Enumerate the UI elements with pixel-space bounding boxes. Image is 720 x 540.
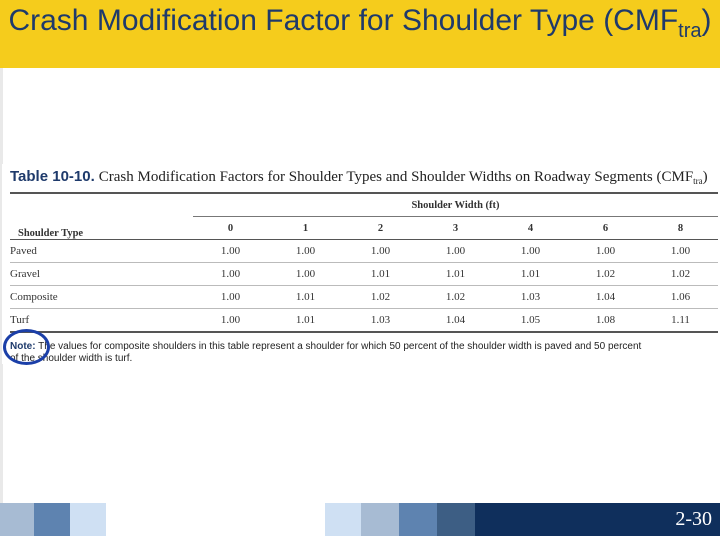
cmf-value-cell: 1.00 xyxy=(643,239,718,263)
cmf-value-cell: 1.06 xyxy=(643,285,718,309)
table-caption-close: ) xyxy=(702,169,708,185)
slide-title-subscript: tra xyxy=(678,20,702,42)
title-band xyxy=(0,0,720,68)
footer-block xyxy=(475,503,720,536)
cmf-value-cell: 1.00 xyxy=(268,262,343,286)
slide-title: Crash Modification Factor for Shoulder T… xyxy=(0,4,720,41)
cmf-value-cell: 1.02 xyxy=(568,262,643,286)
table-row: Composite 1.00 1.01 1.02 1.02 1.03 1.04 … xyxy=(10,285,718,309)
table-row: Turf 1.00 1.01 1.03 1.04 1.05 1.08 1.11 xyxy=(10,308,718,333)
table-note: Note: The values for composite shoulders… xyxy=(10,341,720,365)
footer-block xyxy=(325,503,361,536)
note-text-line2: of the shoulder width is turf. xyxy=(10,353,133,364)
width-header: 2 xyxy=(343,216,418,240)
table-title: Table 10-10. Crash Modification Factors f… xyxy=(10,168,720,186)
slide-title-main: Crash Modification Factor for Shoulder T… xyxy=(8,4,679,37)
shoulder-type-cell: Gravel xyxy=(10,262,193,286)
table-caption-subscript: tra xyxy=(693,176,703,186)
cmf-value-cell: 1.03 xyxy=(343,308,418,333)
cmf-value-cell: 1.01 xyxy=(343,262,418,286)
cmf-value-cell: 1.02 xyxy=(418,285,493,309)
table-image: Table 10-10. Crash Modification Factors f… xyxy=(2,164,720,364)
shoulder-width-header: Shoulder Width (ft) xyxy=(193,193,718,217)
cmf-value-cell: 1.00 xyxy=(193,239,268,263)
shoulder-type-cell: Paved xyxy=(10,239,193,263)
highlight-circle xyxy=(3,329,50,365)
cmf-value-cell: 1.02 xyxy=(343,285,418,309)
page-number: 2-30 xyxy=(675,508,712,530)
cmf-value-cell: 1.00 xyxy=(343,239,418,263)
cmf-value-cell: 1.02 xyxy=(643,262,718,286)
cmf-value-cell: 1.04 xyxy=(418,308,493,333)
footer-block xyxy=(437,503,475,536)
width-header: 1 xyxy=(268,216,343,240)
shoulder-type-header: Shoulder Type xyxy=(10,193,193,240)
width-header: 0 xyxy=(193,216,268,240)
cmf-value-cell: 1.11 xyxy=(643,308,718,333)
cmf-value-cell: 1.01 xyxy=(268,308,343,333)
cmf-value-cell: 1.00 xyxy=(193,262,268,286)
footer-bar xyxy=(0,503,720,540)
width-header: 8 xyxy=(643,216,718,240)
footer-block xyxy=(399,503,437,536)
cmf-value-cell: 1.05 xyxy=(493,308,568,333)
cmf-value-cell: 1.01 xyxy=(418,262,493,286)
note-text-line1: The values for composite shoulders in th… xyxy=(38,341,642,352)
table-group-header-row: Shoulder Type Shoulder Width (ft) xyxy=(10,193,718,240)
cmf-value-cell: 1.00 xyxy=(418,239,493,263)
table-row: Gravel 1.00 1.00 1.01 1.01 1.01 1.02 1.0… xyxy=(10,262,718,286)
footer-block xyxy=(70,503,106,536)
shoulder-type-cell: Composite xyxy=(10,285,193,309)
cmf-value-cell: 1.00 xyxy=(268,239,343,263)
footer-block xyxy=(34,503,70,536)
table-note-line1: Note: The values for composite shoulders… xyxy=(10,341,720,353)
shoulder-type-cell: Turf xyxy=(10,308,193,333)
cmf-value-cell: 1.01 xyxy=(493,262,568,286)
width-header: 6 xyxy=(568,216,643,240)
cmf-value-cell: 1.00 xyxy=(193,285,268,309)
slide-title-close: ) xyxy=(701,4,712,37)
table-caption: Crash Modification Factors for Shoulder … xyxy=(98,169,694,185)
cmf-value-cell: 1.00 xyxy=(193,308,268,333)
width-header: 3 xyxy=(418,216,493,240)
cmf-value-cell: 1.03 xyxy=(493,285,568,309)
footer-block xyxy=(361,503,399,536)
cmf-value-cell: 1.01 xyxy=(268,285,343,309)
cmf-value-cell: 1.00 xyxy=(493,239,568,263)
table-row: Paved 1.00 1.00 1.00 1.00 1.00 1.00 1.00 xyxy=(10,239,718,263)
cmf-value-cell: 1.08 xyxy=(568,308,643,333)
cmf-value-cell: 1.00 xyxy=(568,239,643,263)
footer-block xyxy=(0,503,34,536)
footer-block xyxy=(106,503,325,536)
table-number: Table 10-10. xyxy=(10,168,95,185)
left-rail xyxy=(0,68,3,503)
table-column-header-row: 0 1 2 3 4 6 8 xyxy=(10,216,718,240)
width-header: 4 xyxy=(493,216,568,240)
cmf-value-cell: 1.04 xyxy=(568,285,643,309)
cmf-table: Shoulder Type Shoulder Width (ft) 0 1 2 … xyxy=(10,192,718,333)
